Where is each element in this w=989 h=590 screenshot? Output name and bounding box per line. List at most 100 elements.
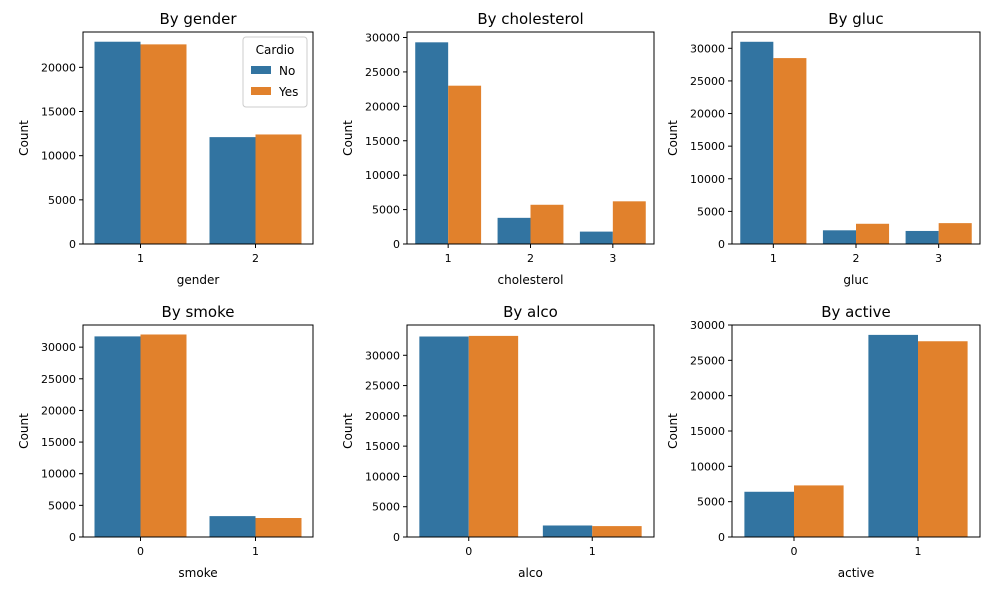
y-axis-label: Count [666, 413, 680, 449]
subplot-3: 0 5000 10000 15000 20000 25000 30000 1 2 3 By gluc… [666, 10, 981, 287]
bar-yes-2 [856, 223, 890, 244]
y-tick-label: 0 [393, 238, 400, 251]
y-tick-label: 20000 [690, 108, 725, 121]
legend-swatch-no [251, 66, 271, 74]
y-axis-label: Count [341, 413, 355, 449]
y-tick-label: 5000 [697, 205, 725, 218]
legend-title: Cardio [256, 43, 295, 57]
bar-no-0 [744, 491, 794, 537]
bar-no-1 [415, 42, 449, 244]
bar-no-0 [419, 336, 469, 537]
y-tick-label: 5000 [372, 501, 400, 514]
bar-no-2 [822, 230, 856, 244]
bar-no-0 [94, 336, 141, 537]
y-axis-label: Count [666, 120, 680, 156]
axes-frame [82, 324, 314, 538]
x-tick-label: 0 [465, 545, 472, 558]
y-tick-label: 15000 [365, 440, 400, 453]
bar-no-1 [740, 41, 774, 244]
y-tick-label: 0 [69, 238, 76, 251]
subplot-5: 0 5000 10000 15000 20000 25000 30000 0 1 By alco a… [341, 303, 655, 580]
bar-no-1 [868, 334, 918, 537]
y-axis-label: Count [17, 120, 31, 156]
y-tick-label: 5000 [372, 204, 400, 217]
bar-yes-3 [938, 223, 972, 244]
x-tick-label: 1 [915, 545, 922, 558]
y-tick-label: 15000 [41, 106, 76, 119]
x-tick-label: 2 [527, 252, 534, 265]
bar-yes-2 [255, 134, 302, 244]
y-tick-label: 25000 [365, 66, 400, 79]
chart-title: By alco [503, 303, 558, 321]
chart-title: By gender [159, 10, 237, 28]
y-tick-label: 30000 [690, 42, 725, 55]
y-tick-label: 20000 [365, 410, 400, 423]
x-tick-label: 0 [791, 545, 798, 558]
y-tick-label: 5000 [48, 499, 76, 512]
chart-title: By active [821, 303, 891, 321]
chart-title: By cholesterol [477, 10, 583, 28]
y-tick-label: 0 [393, 531, 400, 544]
y-tick-label: 15000 [365, 135, 400, 148]
y-tick-label: 25000 [365, 380, 400, 393]
legend-label-no: No [279, 64, 295, 78]
y-tick-label: 20000 [690, 390, 725, 403]
y-tick-label: 0 [718, 238, 725, 251]
bar-yes-1 [773, 58, 807, 245]
x-tick-label: 1 [770, 252, 777, 265]
y-tick-label: 10000 [365, 169, 400, 182]
bar-yes-1 [140, 44, 187, 245]
legend: Cardio No Yes [242, 36, 308, 108]
x-tick-label: 1 [137, 252, 144, 265]
y-tick-label: 20000 [365, 100, 400, 113]
y-tick-label: 10000 [690, 460, 725, 473]
bar-no-3 [579, 231, 613, 244]
bar-no-2 [209, 137, 256, 244]
x-axis-label: active [838, 566, 874, 580]
bar-yes-0 [468, 335, 519, 537]
x-axis-label: gluc [843, 273, 868, 287]
y-tick-label: 25000 [690, 354, 725, 367]
x-axis-label: smoke [178, 566, 217, 580]
bar-no-1 [94, 41, 141, 244]
y-tick-label: 30000 [41, 341, 76, 354]
y-tick-label: 10000 [690, 173, 725, 186]
subplot-4: 0 5000 10000 15000 20000 25000 30000 0 1 By smoke… [17, 303, 314, 580]
y-tick-label: 25000 [690, 75, 725, 88]
bar-yes-0 [794, 485, 844, 537]
bar-yes-1 [592, 526, 642, 537]
bar-no-1 [542, 525, 593, 537]
subplot-2: 0 5000 10000 15000 20000 25000 30000 1 2 3 By chol… [341, 10, 655, 287]
y-tick-label: 5000 [48, 194, 76, 207]
y-tick-label: 15000 [690, 425, 725, 438]
x-tick-label: 3 [935, 252, 942, 265]
y-tick-label: 0 [718, 531, 725, 544]
x-axis-label: gender [177, 273, 220, 287]
x-tick-label: 3 [609, 252, 616, 265]
chart-title: By gluc [828, 10, 883, 28]
bar-yes-2 [530, 204, 564, 244]
x-axis-label: alco [518, 566, 543, 580]
y-axis-label: Count [341, 120, 355, 156]
bar-no-1 [209, 516, 256, 537]
bar-yes-1 [255, 518, 302, 537]
x-tick-label: 0 [137, 545, 144, 558]
chart-title: By smoke [162, 303, 235, 321]
x-axis-label: cholesterol [498, 273, 564, 287]
y-tick-label: 20000 [41, 404, 76, 417]
subplot-1: 0 5000 10000 15000 20000 1 2 By gender gender Cou… [17, 10, 314, 287]
x-tick-label: 2 [853, 252, 860, 265]
y-tick-label: 0 [69, 531, 76, 544]
axes-frame [82, 31, 314, 245]
y-tick-label: 5000 [697, 496, 725, 509]
legend-label-yes: Yes [278, 85, 298, 99]
x-tick-label: 1 [252, 545, 259, 558]
y-tick-label: 20000 [41, 61, 76, 74]
y-axis-label: Count [17, 413, 31, 449]
legend-swatch-yes [251, 87, 271, 95]
y-tick-label: 10000 [365, 470, 400, 483]
bar-no-3 [905, 230, 939, 244]
bar-yes-3 [612, 201, 646, 244]
x-tick-label: 1 [589, 545, 596, 558]
y-tick-label: 25000 [41, 373, 76, 386]
